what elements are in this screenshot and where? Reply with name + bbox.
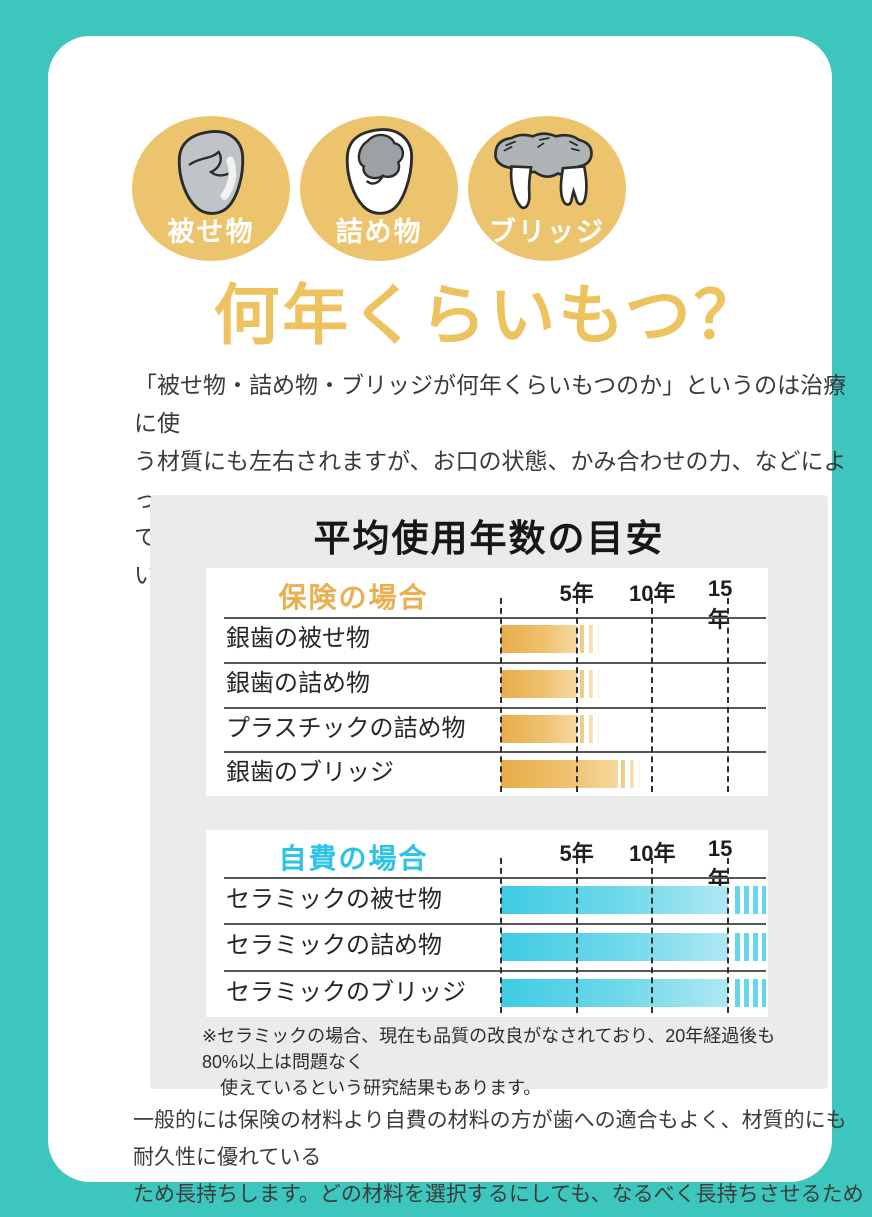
- badge-filling: 詰め物: [300, 116, 458, 261]
- badge-label-crown: 被せ物: [167, 217, 255, 247]
- duration-bar: [501, 625, 577, 654]
- chart-panel: 平均使用年数の目安 保険の場合 5年 10年 15年 銀歯の被せ物 銀歯の詰め物 プラスチッ…: [150, 495, 828, 1098]
- chart-row: セラミックの被せ物: [206, 877, 768, 923]
- year-gridline: [575, 858, 578, 1013]
- badge-label-filling: 詰め物: [335, 217, 423, 247]
- duration-bar: [501, 886, 728, 915]
- chart-row: 銀歯の詰め物: [206, 661, 768, 707]
- insurance-chart: 保険の場合 5年 10年 15年 銀歯の被せ物 銀歯の詰め物 プラスチックの詰め物 銀歯のブリ…: [206, 568, 768, 796]
- duration-bar: [501, 670, 577, 699]
- year-gridline: [500, 598, 502, 792]
- year-gridline: [575, 598, 578, 792]
- row-separator-line: [224, 923, 766, 926]
- chart-panel-title: 平均使用年数の目安: [313, 518, 665, 559]
- chart-row: プラスチックの詰め物: [206, 706, 768, 752]
- duration-bar: [501, 759, 618, 788]
- chart-row-label: セラミックの詰め物: [226, 932, 442, 960]
- year-gridline: [500, 858, 502, 1013]
- year-gridline: [726, 598, 729, 792]
- row-separator-line: [224, 706, 766, 709]
- chart-row-label: セラミックの被せ物: [226, 886, 442, 913]
- chart-footnote: ※セラミックの場合、現在も品質の改良がなされており、20年経過後も80%以上は問…: [202, 1026, 776, 1098]
- row-separator-line: [224, 751, 766, 754]
- year-gridline: [651, 598, 654, 792]
- selfpay-chart: 自費の場合 5年 10年 15年 セラミックの被せ物 セラミックの詰め物 セラミックのブリッ…: [206, 830, 768, 1017]
- year-gridline: [651, 858, 654, 1013]
- row-separator-line: [224, 877, 766, 879]
- chart-row: セラミックのブリッジ: [206, 969, 768, 1016]
- chart-row: 銀歯のブリッジ: [206, 751, 768, 796]
- year-gridline: [726, 858, 729, 1013]
- chart-row-label: プラスチックの詰め物: [226, 714, 466, 742]
- chart-row: セラミックの詰め物: [206, 923, 768, 969]
- duration-bar-overflow-stripes: [734, 978, 766, 1007]
- chart-row: 銀歯の被せ物: [206, 617, 768, 662]
- duration-bar-fade: [579, 714, 600, 743]
- axis-tick-label: 15年: [707, 836, 733, 892]
- row-separator-line: [224, 969, 766, 972]
- duration-bar: [501, 714, 577, 743]
- duration-bar-fade: [579, 625, 600, 654]
- chart-group-title: 自費の場合: [278, 843, 429, 874]
- duration-bar-fade: [620, 759, 641, 788]
- duration-bar-overflow-stripes: [734, 886, 766, 915]
- duration-bar-fade: [579, 670, 600, 699]
- row-separator-line: [224, 617, 766, 619]
- duration-bar: [501, 932, 728, 961]
- flyer-card: 被せ物 詰め物 ブリッジ: [48, 36, 864, 1206]
- axis-tick-label: 15年: [707, 576, 733, 632]
- chart-row-label: 銀歯の詰め物: [226, 669, 370, 697]
- duration-bar: [501, 978, 728, 1007]
- chart-row-label: 銀歯の被せ物: [226, 625, 370, 652]
- duration-bar-overflow-stripes: [734, 932, 766, 961]
- closing-paragraph: 一般的には保険の材料より自費の材料の方が歯への適合もよく、材質的にも耐久性に優れ…: [133, 1109, 864, 1206]
- badge-crown: 被せ物: [132, 116, 290, 261]
- badge-bridge: ブリッジ: [468, 116, 626, 261]
- chart-row-label: 銀歯のブリッジ: [226, 759, 394, 787]
- chart-row-label: セラミックのブリッジ: [226, 978, 466, 1006]
- page-title: 何年くらいもつ？: [213, 278, 763, 352]
- row-separator-line: [224, 661, 766, 664]
- chart-group-title: 保険の場合: [278, 582, 429, 613]
- badge-label-bridge: ブリッジ: [489, 217, 605, 247]
